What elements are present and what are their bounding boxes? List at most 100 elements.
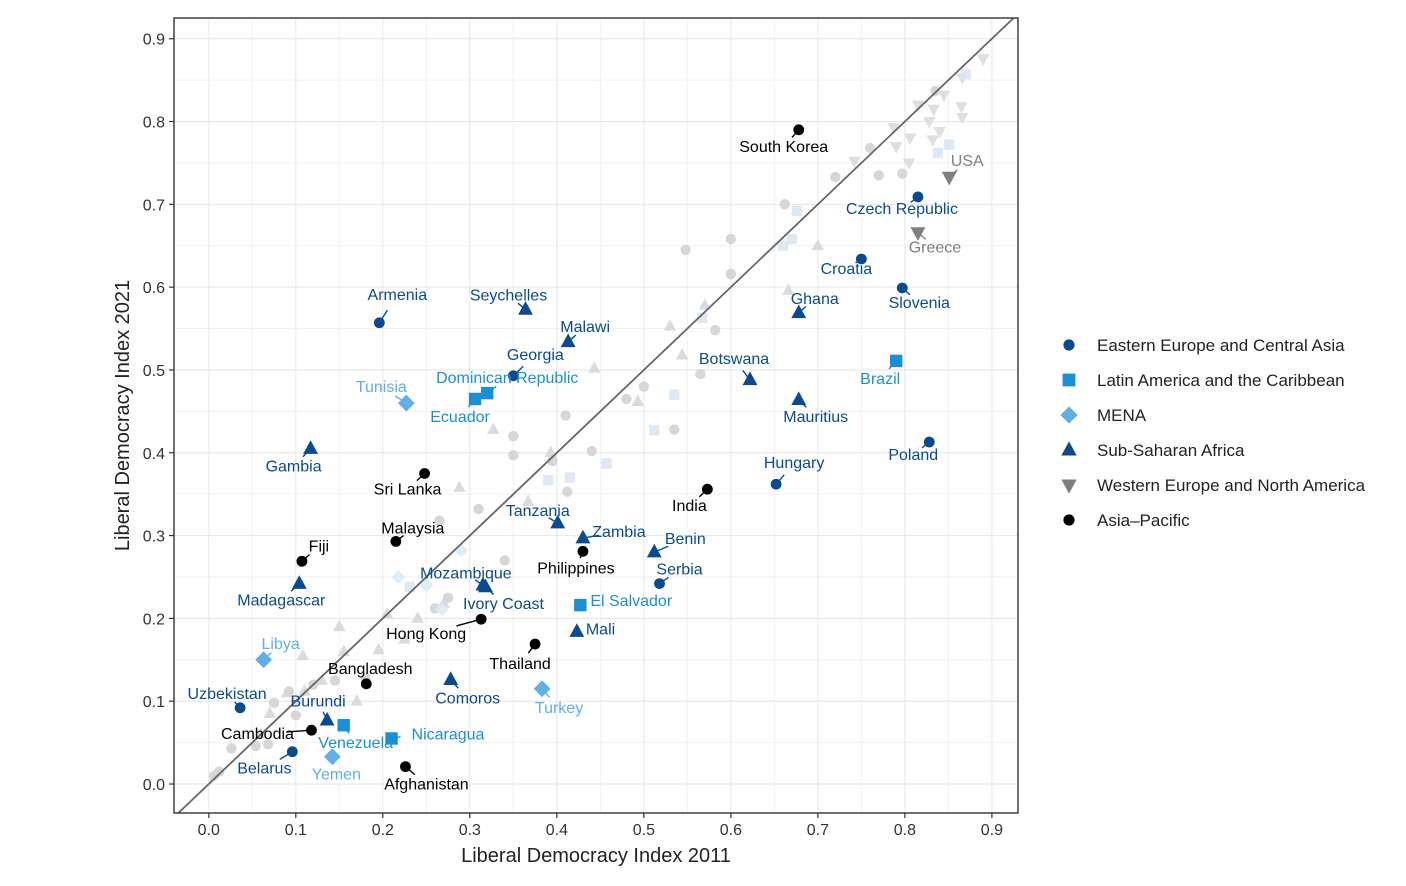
background-point — [902, 158, 916, 170]
label-mozambique: Mozambique — [420, 565, 512, 582]
background-point — [542, 474, 554, 486]
point-tunisia — [397, 394, 415, 412]
point-croatia — [855, 253, 867, 265]
background-point — [262, 739, 274, 750]
background-point — [887, 122, 900, 135]
y-tick-label: 0.6 — [143, 280, 165, 297]
label-hong-kong: Hong Kong — [386, 626, 466, 643]
background-point — [791, 205, 803, 217]
highlighted-points — [234, 124, 957, 773]
point-burundi — [319, 711, 335, 726]
point-poland — [923, 436, 935, 448]
background-point — [675, 348, 689, 360]
label-botswana: Botswana — [699, 351, 769, 368]
background-point — [254, 727, 268, 739]
point-brazil — [889, 354, 903, 368]
label-south-korea: South Korea — [739, 139, 828, 156]
background-point — [669, 389, 680, 400]
background-point — [695, 368, 706, 380]
label-hungary: Hungary — [764, 455, 824, 472]
y-tick-label: 0.8 — [143, 115, 165, 132]
point-south-korea — [793, 124, 805, 136]
label-tanzania: Tanzania — [506, 503, 570, 520]
point-hong-kong — [475, 613, 487, 625]
background-point — [897, 168, 908, 179]
point-zambia — [575, 529, 591, 544]
legend-key-sub-saharan-africa — [1061, 441, 1077, 456]
label-brazil: Brazil — [860, 371, 900, 388]
background-point — [955, 102, 968, 114]
label-mali: Mali — [586, 622, 615, 639]
label-malawi: Malawi — [560, 319, 610, 336]
point-czech-republic — [912, 191, 924, 203]
y-tick-label: 0.7 — [143, 197, 165, 214]
point-ghana — [791, 304, 807, 319]
y-tick-label: 0.4 — [143, 446, 165, 463]
background-point — [280, 685, 294, 698]
label-armenia: Armenia — [368, 287, 428, 304]
background-point — [663, 319, 677, 331]
label-czech-republic: Czech Republic — [846, 201, 958, 218]
y-axis-ticks: 0.0 0.1 0.2 0.3 0.4 0.5 0.6 0.7 0.8 0.9 — [143, 32, 174, 794]
point-hungary — [770, 478, 782, 490]
background-point — [601, 458, 612, 469]
legend-label-mena: MENA — [1097, 406, 1147, 425]
point-turkey — [533, 680, 551, 698]
label-libya: Libya — [261, 636, 299, 653]
background-point — [586, 445, 597, 457]
point-gambia — [303, 440, 319, 454]
label-uzbekistan: Uzbekistan — [188, 686, 267, 703]
point-seychelles — [518, 301, 533, 315]
x-tick-label: 0.8 — [894, 822, 916, 839]
point-bangladesh — [360, 678, 372, 690]
label-venezuela: Venezuela — [318, 735, 393, 752]
background-point — [786, 233, 797, 245]
background-point — [473, 503, 484, 515]
background-point — [649, 425, 660, 436]
background-point — [932, 147, 944, 159]
background-point — [508, 431, 519, 442]
background-point — [710, 325, 721, 336]
point-malaysia — [390, 535, 402, 547]
background-points — [208, 54, 990, 781]
y-tick-label: 0.3 — [143, 529, 165, 546]
point-nicaragua — [385, 732, 398, 745]
background-point — [631, 394, 645, 406]
background-point — [960, 69, 971, 80]
background-point — [208, 770, 220, 781]
background-point — [298, 684, 311, 696]
label-turkey: Turkey — [535, 700, 583, 717]
legend-key-mena — [1060, 406, 1078, 424]
label-bangladesh: Bangladesh — [328, 661, 413, 678]
point-libya — [255, 651, 272, 669]
background-point — [782, 283, 795, 295]
background-point — [926, 135, 939, 147]
background-point — [779, 199, 791, 210]
point-comoros — [443, 671, 459, 685]
x-tick-label: 0.1 — [285, 822, 307, 839]
point-fiji — [296, 555, 308, 567]
point-ecuador — [468, 392, 482, 406]
background-point — [398, 632, 411, 644]
plot-border — [173, 17, 1019, 814]
point-sri-lanka — [419, 468, 430, 479]
background-point — [911, 100, 925, 112]
background-point — [725, 233, 737, 245]
legend-label-asia-pacific: Asia–Pacific — [1097, 511, 1190, 530]
x-tick-label: 0.2 — [372, 822, 394, 839]
background-point — [696, 312, 708, 323]
label-belarus: Belarus — [237, 761, 291, 778]
point-dominican-republic — [481, 386, 494, 400]
label-poland: Poland — [888, 447, 938, 464]
background-point — [419, 578, 434, 593]
label-afghanistan: Afghanistan — [384, 777, 469, 794]
background-point — [588, 361, 601, 373]
background-point — [380, 607, 394, 619]
y-tick-label: 0.9 — [143, 32, 165, 49]
point-malawi — [560, 333, 576, 348]
point-mauritius — [791, 391, 807, 406]
background-point — [937, 90, 951, 103]
background-point — [848, 156, 861, 169]
